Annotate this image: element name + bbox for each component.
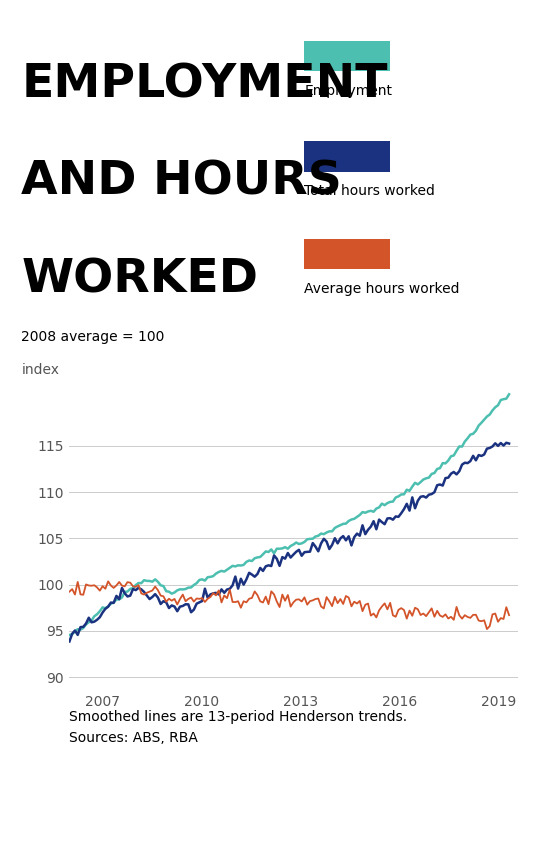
- Text: 2008 average = 100: 2008 average = 100: [21, 330, 164, 344]
- Text: AND HOURS: AND HOURS: [21, 160, 342, 205]
- Bar: [304, 142, 390, 172]
- Text: index: index: [21, 363, 59, 377]
- Bar: [304, 41, 390, 71]
- Text: WORKED: WORKED: [21, 257, 258, 302]
- Text: Average hours worked: Average hours worked: [304, 281, 460, 296]
- Bar: [304, 239, 390, 269]
- Text: Employment: Employment: [304, 83, 392, 98]
- Text: Smoothed lines are 13-period Henderson trends.
Sources: ABS, RBA: Smoothed lines are 13-period Henderson t…: [69, 710, 407, 745]
- Text: EMPLOYMENT: EMPLOYMENT: [21, 63, 388, 107]
- Text: Total hours worked: Total hours worked: [304, 184, 435, 198]
